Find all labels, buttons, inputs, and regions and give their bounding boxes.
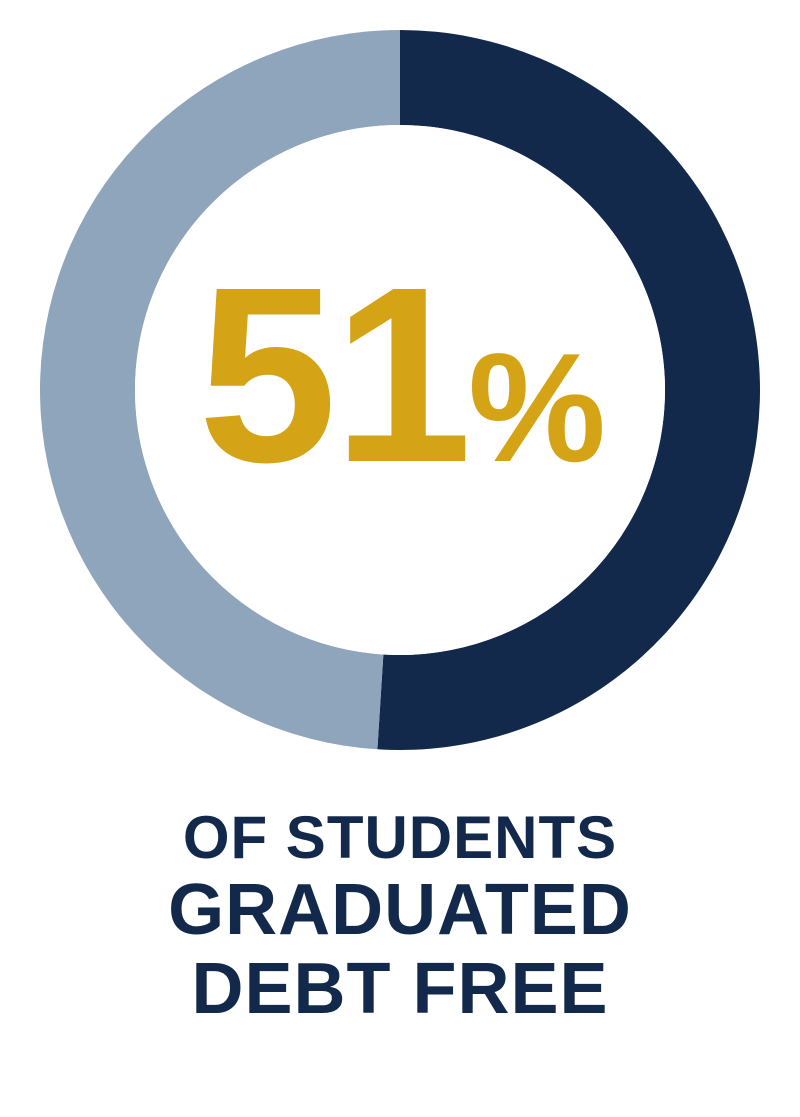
caption-line-1: OF STUDENTS (168, 805, 632, 871)
caption-line-2: GRADUATED (168, 871, 632, 950)
donut-chart: 51% (40, 30, 760, 750)
caption-line-3: DEBT FREE (168, 950, 632, 1029)
percent-number: 51 (198, 250, 468, 500)
percent-label: 51% (198, 250, 602, 500)
percent-sign: % (468, 330, 602, 485)
caption: OF STUDENTS GRADUATED DEBT FREE (168, 805, 632, 1029)
